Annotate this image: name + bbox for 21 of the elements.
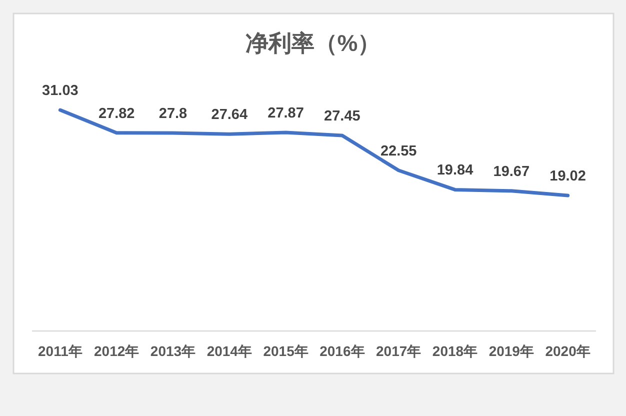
data-label: 27.82 <box>98 106 135 122</box>
data-label: 19.02 <box>550 168 586 185</box>
data-label: 27.87 <box>268 106 304 122</box>
x-tick-label: 2018年 <box>432 343 478 359</box>
data-label: 27.45 <box>324 108 360 124</box>
data-label: 22.55 <box>380 143 417 160</box>
x-tick-label: 2012年 <box>94 343 140 359</box>
chart-title: 净利率（%） <box>245 30 381 56</box>
x-tick-label: 2020年 <box>545 343 590 359</box>
data-label: 27.8 <box>158 106 188 122</box>
data-label: 27.64 <box>211 107 248 124</box>
x-tick-label: 2016年 <box>320 343 365 359</box>
data-label: 31.03 <box>42 83 78 99</box>
data-label: 19.84 <box>436 162 474 179</box>
x-tick-label: 2015年 <box>263 343 308 359</box>
x-tick-label: 2017年 <box>376 343 422 359</box>
x-tick-label: 2013年 <box>150 343 196 359</box>
x-tick-label: 2019年 <box>488 343 534 359</box>
data-label: 19.67 <box>493 164 530 180</box>
x-tick-label: 2014年 <box>206 343 252 359</box>
x-tick-label: 2011年 <box>38 343 82 359</box>
